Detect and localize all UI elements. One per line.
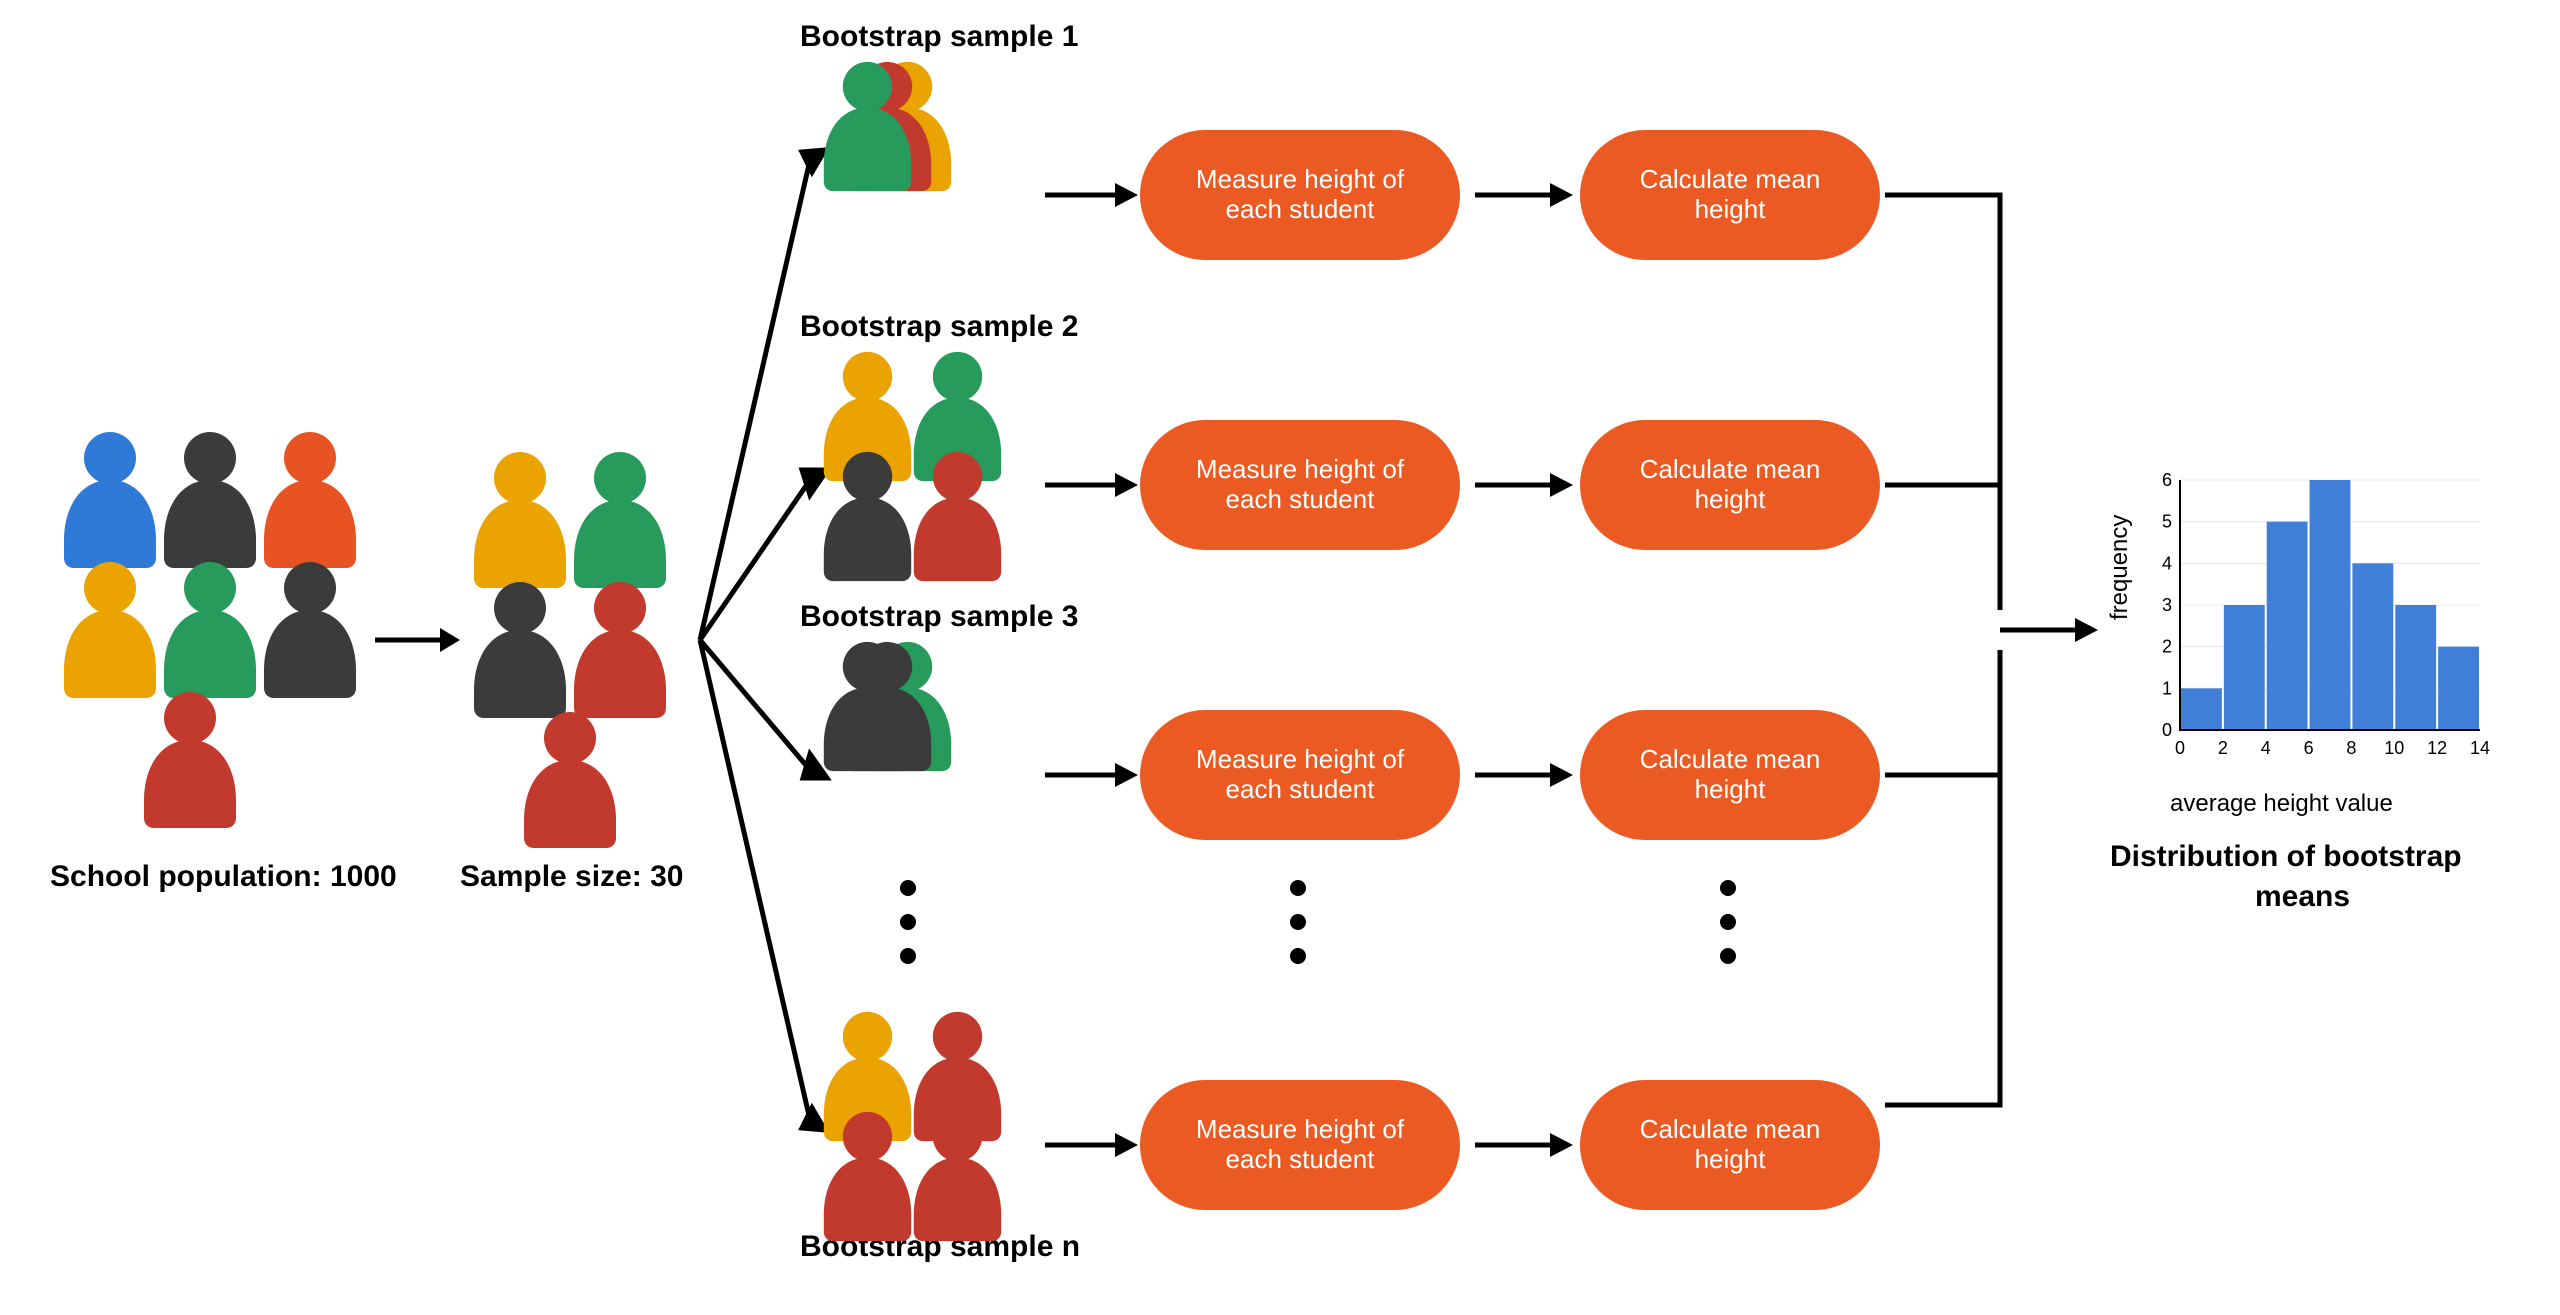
distribution-label-1: Distribution of bootstrap <box>2110 840 2462 874</box>
arrow-icon <box>1040 1125 1140 1165</box>
measure-pill: Measure height ofeach student <box>1140 710 1460 840</box>
pill-text: each student <box>1226 195 1375 225</box>
pill-text: Measure height of <box>1196 165 1404 195</box>
person-icon <box>820 640 915 773</box>
bootstrap-title: Bootstrap sample 3 <box>800 600 1078 634</box>
person-icon <box>260 560 360 700</box>
svg-text:4: 4 <box>2162 553 2172 573</box>
converge-lines <box>1880 150 2110 1160</box>
svg-text:0: 0 <box>2175 738 2185 758</box>
pill-text: Measure height of <box>1196 1115 1404 1145</box>
ellipsis-dots-1 <box>900 880 916 964</box>
svg-text:14: 14 <box>2470 738 2490 758</box>
population-label: School population: 1000 <box>50 860 397 894</box>
person-icon <box>520 710 620 850</box>
svg-text:5: 5 <box>2162 512 2172 532</box>
pill-text: Calculate mean <box>1640 455 1821 485</box>
measure-pill: Measure height ofeach student <box>1140 130 1460 260</box>
svg-text:2: 2 <box>2162 637 2172 657</box>
pill-text: each student <box>1226 775 1375 805</box>
dot-icon <box>1290 914 1306 930</box>
person-icon <box>820 60 915 193</box>
person-icon <box>570 580 670 720</box>
person-icon <box>160 560 260 700</box>
person-icon <box>820 450 915 583</box>
person-icon <box>160 430 260 570</box>
mean-pill: Calculate meanheight <box>1580 130 1880 260</box>
bootstrap-title: Bootstrap sample 2 <box>800 310 1078 344</box>
population-group <box>60 430 370 830</box>
svg-text:0: 0 <box>2162 720 2172 740</box>
fanout-arrows <box>690 110 840 1190</box>
distribution-label-2: means <box>2255 880 2350 914</box>
dot-icon <box>1720 914 1736 930</box>
svg-text:6: 6 <box>2162 470 2172 490</box>
diagram-canvas: School population: 1000 Sample size: 30 … <box>0 0 2560 1315</box>
arrow-icon <box>1040 755 1140 795</box>
dot-icon <box>1290 880 1306 896</box>
pill-text: Calculate mean <box>1640 165 1821 195</box>
person-icon <box>260 430 360 570</box>
bootstrap-group <box>820 350 1040 590</box>
bootstrap-group <box>820 60 1040 300</box>
arrow-icon <box>1470 175 1580 215</box>
pill-text: height <box>1695 1145 1766 1175</box>
dot-icon <box>1720 880 1736 896</box>
mean-pill: Calculate meanheight <box>1580 710 1880 840</box>
measure-pill: Measure height ofeach student <box>1140 1080 1460 1210</box>
person-icon <box>470 580 570 720</box>
arrow-icon <box>1470 465 1580 505</box>
pill-text: Calculate mean <box>1640 1115 1821 1145</box>
arrow-icon <box>1470 755 1580 795</box>
histogram: 012345602468101214 <box>2130 470 2490 770</box>
pill-text: height <box>1695 195 1766 225</box>
pill-text: Measure height of <box>1196 455 1404 485</box>
pill-text: height <box>1695 775 1766 805</box>
bootstrap-group <box>820 1010 1040 1250</box>
dot-icon <box>1290 948 1306 964</box>
arrow-icon <box>1040 175 1140 215</box>
arrow-icon <box>1040 465 1140 505</box>
pill-text: each student <box>1226 485 1375 515</box>
hist-y-label: frequency <box>2106 515 2134 620</box>
person-icon <box>140 690 240 830</box>
bootstrap-title: Bootstrap sample 1 <box>800 20 1078 54</box>
ellipsis-dots-2 <box>1290 880 1306 964</box>
pill-text: height <box>1695 485 1766 515</box>
person-icon <box>820 1110 915 1243</box>
person-icon <box>910 450 1005 583</box>
svg-text:12: 12 <box>2427 738 2447 758</box>
svg-text:8: 8 <box>2346 738 2356 758</box>
person-icon <box>470 450 570 590</box>
sample-label: Sample size: 30 <box>460 860 683 894</box>
person-icon <box>570 450 670 590</box>
sample-group <box>470 450 690 850</box>
arrow-pop-to-sample <box>370 620 460 660</box>
person-icon <box>60 430 160 570</box>
svg-text:6: 6 <box>2304 738 2314 758</box>
ellipsis-dots-3 <box>1720 880 1736 964</box>
dot-icon <box>900 880 916 896</box>
person-icon <box>910 1110 1005 1243</box>
svg-text:10: 10 <box>2384 738 2404 758</box>
pill-text: each student <box>1226 1145 1375 1175</box>
dot-icon <box>900 948 916 964</box>
dot-icon <box>1720 948 1736 964</box>
svg-text:4: 4 <box>2261 738 2271 758</box>
svg-text:2: 2 <box>2218 738 2228 758</box>
arrow-icon <box>1470 1125 1580 1165</box>
bootstrap-group <box>820 640 1040 880</box>
pill-text: Calculate mean <box>1640 745 1821 775</box>
hist-x-label: average height value <box>2170 790 2393 818</box>
svg-text:3: 3 <box>2162 595 2172 615</box>
measure-pill: Measure height ofeach student <box>1140 420 1460 550</box>
pill-text: Measure height of <box>1196 745 1404 775</box>
mean-pill: Calculate meanheight <box>1580 420 1880 550</box>
dot-icon <box>900 914 916 930</box>
svg-text:1: 1 <box>2162 678 2172 698</box>
mean-pill: Calculate meanheight <box>1580 1080 1880 1210</box>
person-icon <box>60 560 160 700</box>
